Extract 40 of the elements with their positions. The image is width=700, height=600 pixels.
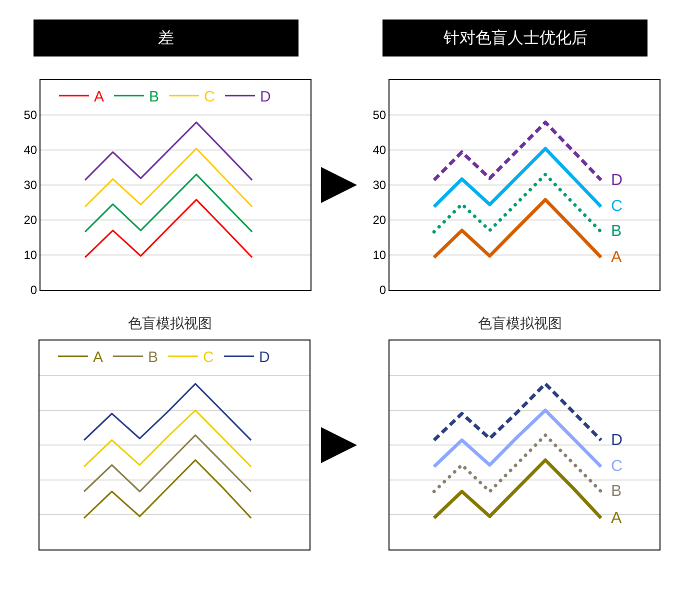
- legend-label: A: [94, 88, 104, 106]
- series-label: A: [611, 510, 622, 527]
- series-label: C: [611, 198, 623, 215]
- y-tick-label: 20: [24, 213, 38, 228]
- legend-label: B: [149, 88, 160, 106]
- legend-label: D: [260, 88, 272, 106]
- series-label: C: [611, 458, 623, 475]
- series-label: D: [611, 432, 623, 449]
- chart-title: 针对色盲人士优化后: [442, 29, 588, 47]
- y-tick-label: 50: [24, 108, 38, 122]
- line-series: [84, 122, 253, 181]
- line-series: [84, 198, 253, 258]
- series-label: B: [611, 223, 622, 240]
- y-tick-label: 50: [372, 108, 386, 122]
- legend-label: C: [204, 88, 216, 106]
- line-series: [84, 148, 253, 208]
- legend-label: A: [93, 349, 104, 366]
- series-label: A: [611, 249, 622, 266]
- y-tick-label: 30: [372, 178, 386, 192]
- legend-label: C: [203, 349, 214, 366]
- line-series: [432, 198, 603, 260]
- chart-title: 差: [158, 29, 174, 47]
- y-tick-label: 30: [24, 178, 38, 192]
- y-tick-label: 20: [372, 213, 386, 228]
- line-series: [432, 172, 603, 234]
- y-tick-label: 40: [24, 143, 38, 158]
- chart-title: 色盲模拟视图: [128, 315, 212, 331]
- line-series: [84, 174, 253, 233]
- legend-label: D: [259, 349, 270, 366]
- chart-title: 色盲模拟视图: [478, 315, 562, 331]
- series-label: D: [611, 172, 623, 189]
- y-tick-label: 0: [30, 283, 38, 298]
- y-tick-label: 40: [372, 143, 386, 158]
- y-tick-label: 0: [379, 283, 386, 298]
- y-tick-label: 10: [372, 248, 386, 262]
- line-series: [432, 120, 603, 182]
- series-label: B: [611, 483, 622, 500]
- legend-label: B: [148, 349, 158, 366]
- y-tick-label: 10: [24, 248, 38, 262]
- line-series: [432, 146, 603, 208]
